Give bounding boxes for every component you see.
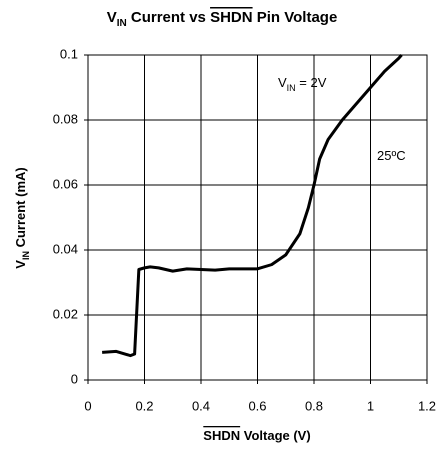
annotation-part: IN	[287, 83, 296, 93]
x-tick-label: 0	[84, 398, 91, 413]
y-label-part: IN	[21, 251, 31, 260]
x-tick-label: 0.4	[192, 398, 210, 413]
y-tick-label: 0.06	[53, 176, 78, 191]
title-part: Pin Voltage	[253, 9, 338, 26]
title-part: Current vs	[127, 9, 210, 26]
annotation-part: V	[278, 75, 287, 90]
y-label-part: V	[13, 260, 28, 269]
x-tick-label: 0.8	[305, 398, 323, 413]
x-tick-label: 1.2	[418, 398, 436, 413]
y-axis-label: VIN Current (mA)	[13, 167, 31, 268]
chart-title: VIN Current vs SHDN Pin Voltage	[107, 9, 338, 29]
data-line	[102, 54, 403, 358]
annotation: VIN = 2V	[278, 75, 327, 93]
x-tick-label: 0.2	[135, 398, 153, 413]
annotation-part: 25ºC	[377, 148, 406, 163]
y-tick-label: 0.04	[53, 241, 78, 256]
plot-frame	[87, 54, 428, 381]
x-axis-label: SHDN Voltage (V)	[203, 428, 310, 443]
y-label-part: Current (mA)	[13, 167, 28, 251]
title-part: IN	[117, 18, 127, 29]
y-tick-label: 0.08	[53, 111, 78, 126]
x-tick-label: 1	[367, 398, 374, 413]
title-part: SHDN	[210, 9, 253, 26]
annotation-part: = 2V	[296, 75, 327, 90]
title-part: V	[107, 9, 117, 26]
x-label-part: SHDN	[203, 428, 240, 443]
y-tick-label: 0.02	[53, 306, 78, 321]
y-tick-label: 0	[71, 371, 78, 386]
y-tick-label: 0.1	[60, 46, 78, 61]
x-label-part: Voltage (V)	[240, 428, 311, 443]
x-tick-label: 0.6	[248, 398, 266, 413]
annotation: 25ºC	[377, 148, 406, 163]
